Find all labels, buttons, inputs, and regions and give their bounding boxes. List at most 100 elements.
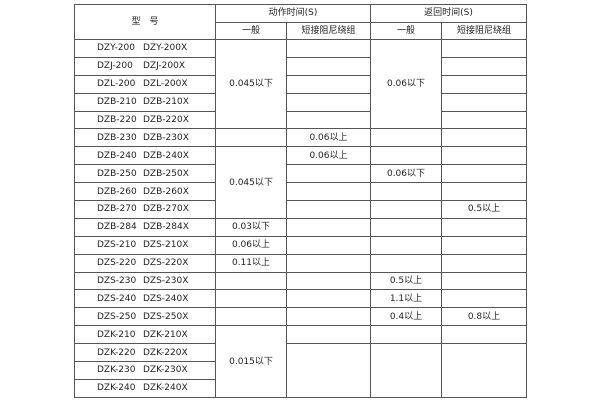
time-cell: [441, 146, 527, 166]
header-action-time: 动作时间(S): [215, 4, 371, 23]
model-x-variant: DZS-250X: [143, 311, 189, 322]
table-row: DZS-250 DZS-250X 0.4以上 0.8以上: [74, 307, 527, 327]
time-cell: 0.8以上: [441, 307, 527, 327]
time-cell: 0.06以上: [215, 235, 287, 255]
table-row: DZY-200 DZY-200X 0.045以下 0.06以下: [74, 38, 527, 130]
time-cell: [215, 128, 287, 148]
time-cell: [286, 289, 371, 309]
model-x-variant: DZB-210X: [143, 97, 189, 108]
table-row: DZK-220 DZK-220X: [74, 343, 527, 398]
model-cell: DZY-200 DZY-200X: [74, 39, 216, 58]
header-row-1: 型 号 动作时间(S) 返回时间(S): [74, 4, 527, 40]
time-cell: [441, 110, 527, 130]
time-cell: [286, 39, 371, 58]
time-cell: [286, 217, 371, 237]
model-cell: DZJ-200 DZJ-200X: [74, 56, 216, 76]
time-cell: [370, 146, 442, 166]
time-cell: 0.015以下: [215, 325, 287, 398]
time-cell: 0.06以上: [286, 128, 371, 148]
model-x-variant: DZY-200X: [143, 43, 188, 54]
header-action-general: 一般: [215, 21, 287, 40]
time-cell: [441, 253, 527, 273]
model-name: DZL-200: [97, 79, 136, 90]
time-cell: [441, 289, 527, 309]
time-cell: [286, 235, 371, 255]
table-row: DZS-240 DZS-240X 1.1以上: [74, 289, 527, 309]
model-cell: DZB-240 DZB-240X: [74, 146, 216, 166]
model-cell: DZK-220 DZK-220X: [74, 343, 216, 363]
model-x-variant: DZS-220X: [143, 258, 189, 269]
time-cell: 0.06以上: [286, 146, 371, 166]
model-cell: DZB-270 DZB-270X: [74, 200, 216, 219]
time-cell: [286, 200, 371, 219]
model-name: DZB-220: [97, 115, 137, 125]
time-cell: [215, 271, 287, 291]
time-cell: 0.045以下: [215, 146, 287, 219]
model-x-variant: DZB-260X: [143, 186, 189, 197]
table-row: DZB-220 DZB-220X: [74, 110, 527, 130]
model-x-variant: DZS-230X: [143, 276, 189, 287]
time-cell: [441, 343, 527, 398]
model-name: DZS-230: [97, 276, 137, 287]
model-cell: DZS-240 DZS-240X: [74, 289, 216, 309]
model-x-variant: DZB-250X: [143, 168, 189, 179]
table-row: DZS-220 DZS-220X 0.11以上: [74, 253, 527, 273]
model-name: DZB-240: [97, 150, 137, 161]
model-name: DZB-284: [97, 222, 137, 233]
time-cell: [286, 164, 371, 184]
table-row: DZL-200 DZL-200X: [74, 74, 527, 94]
model-cell: DZB-210 DZB-210X: [74, 92, 216, 112]
time-cell: [286, 56, 371, 76]
time-cell: [441, 271, 527, 291]
time-cell: [441, 39, 527, 58]
time-cell: [215, 307, 287, 327]
model-cell: DZS-230 DZS-230X: [74, 271, 216, 291]
table-row: DZB-230 DZB-230X 0.06以上: [74, 128, 527, 148]
time-cell: [441, 128, 527, 148]
model-x-variant: DZB-270X: [143, 204, 189, 215]
model-name: DZK-230: [97, 365, 136, 376]
time-cell: [370, 200, 442, 219]
time-cell: [441, 182, 527, 202]
model-x-variant: DZJ-200X: [143, 61, 186, 72]
model-cell: DZK-230 DZK-230X: [74, 361, 216, 380]
time-cell: [370, 235, 442, 255]
table-row: DZK-210 DZK-210X 0.015以下: [74, 325, 527, 398]
time-cell: 0.06以下: [370, 38, 442, 130]
model-cell: DZB-220 DZB-220X: [74, 110, 216, 130]
time-cell: 0.5以上: [441, 200, 527, 219]
time-cell: [441, 235, 527, 255]
table-row: DZS-230 DZS-230X 0.5以上: [74, 271, 527, 291]
time-cell: [441, 217, 527, 237]
time-cell: 0.045以下: [215, 38, 287, 130]
header-model: 型 号: [74, 4, 216, 40]
table-row: DZK-230 DZK-230X: [74, 361, 527, 380]
time-cell: [370, 217, 442, 237]
time-cell: [441, 56, 527, 76]
table-row: DZK-240 DZK-240X: [74, 378, 527, 398]
model-cell: DZK-240 DZK-240X: [74, 378, 216, 398]
time-cell: 1.1以上: [370, 289, 442, 309]
model-cell: DZB-260 DZB-260X: [74, 182, 216, 202]
model-name: DZB-210: [97, 97, 137, 108]
time-cell: [370, 325, 442, 345]
table-row: DZB-210 DZB-210X: [74, 92, 527, 112]
model-x-variant: DZB-284X: [143, 222, 189, 233]
time-cell: [286, 74, 371, 94]
header-return-short-damp: 短接阻尼绕组: [441, 21, 527, 40]
time-cell: [286, 92, 371, 112]
time-cell: [286, 182, 371, 202]
time-cell: 0.06以下: [370, 164, 442, 184]
model-x-variant: DZL-200X: [143, 79, 188, 90]
time-cell: [286, 110, 371, 130]
model-x-variant: DZS-240X: [143, 293, 189, 304]
table-row: DZJ-200 DZJ-200X: [74, 56, 527, 76]
model-name: DZK-240: [97, 383, 136, 394]
model-cell: DZB-250 DZB-250X: [74, 164, 216, 184]
model-name: DZB-250: [97, 168, 137, 179]
model-x-variant: DZS-210X: [143, 240, 189, 251]
model-name: DZJ-200: [97, 61, 133, 72]
model-x-variant: DZK-230X: [143, 365, 188, 376]
time-cell: 0.03以下: [215, 217, 287, 237]
table-row: DZB-260 DZB-260X: [74, 182, 527, 202]
